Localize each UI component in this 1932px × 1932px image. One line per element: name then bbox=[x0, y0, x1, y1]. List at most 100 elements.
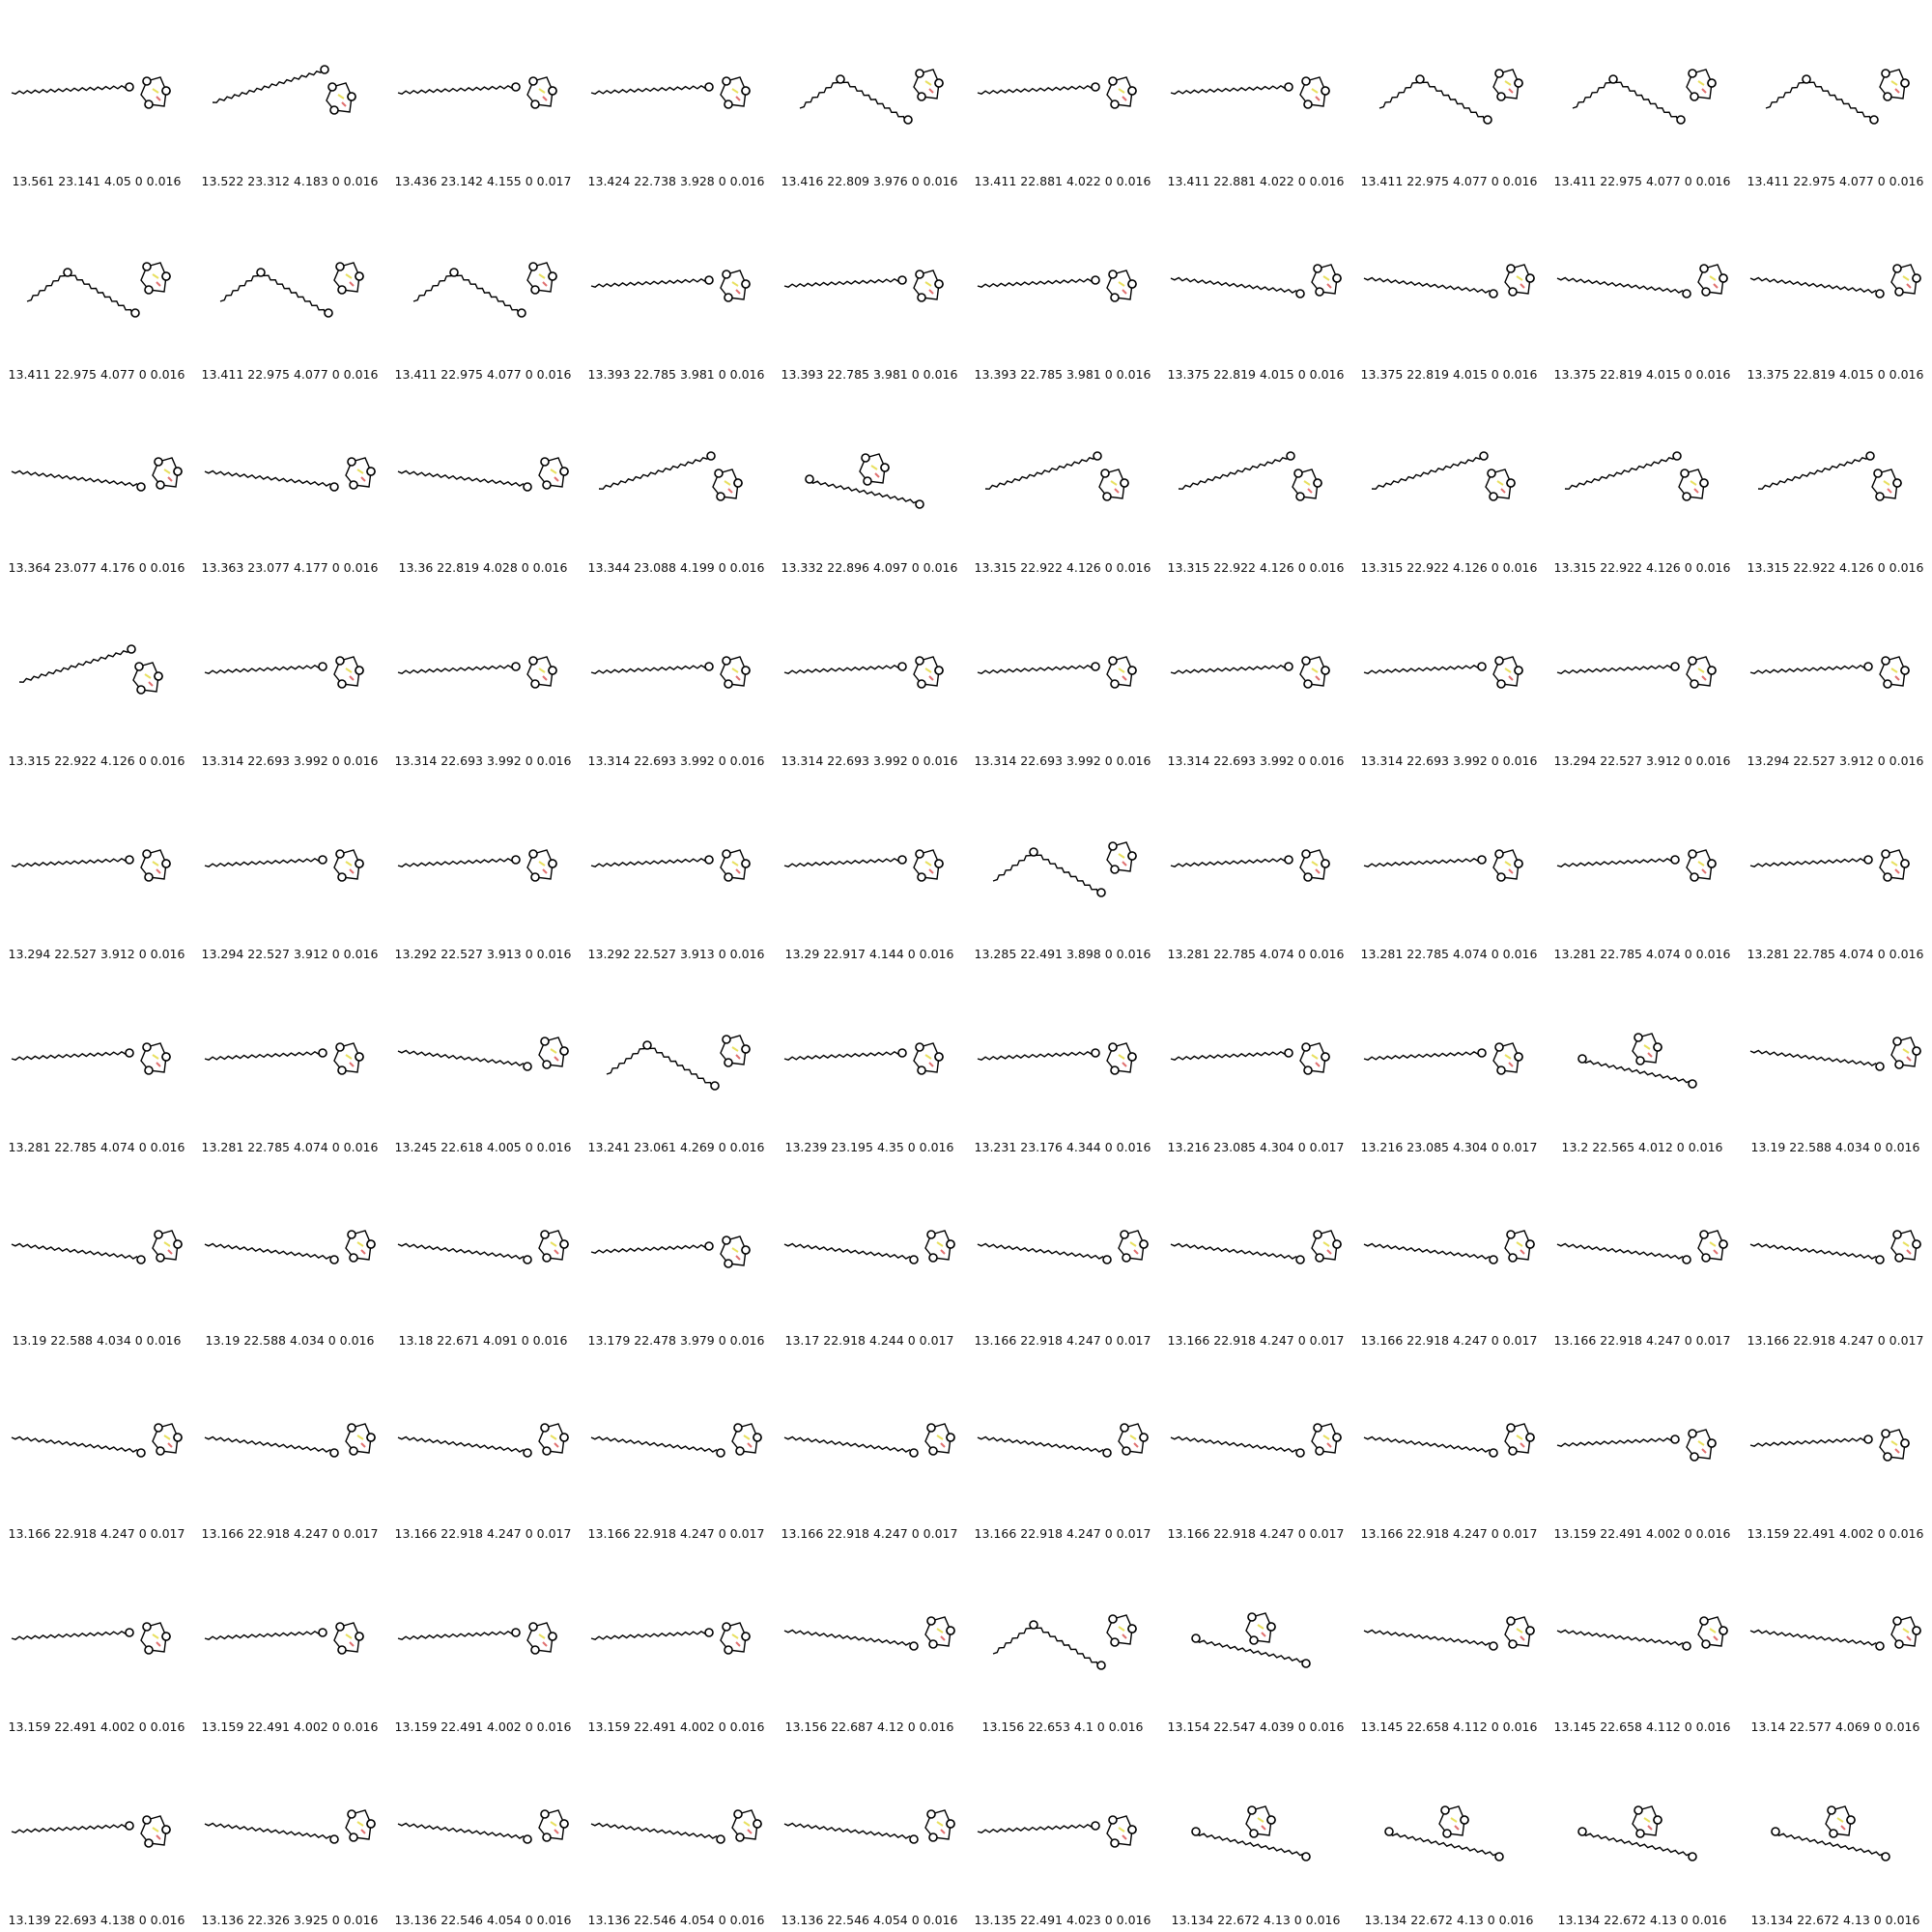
structure-drawing bbox=[397, 76, 557, 109]
structure-caption: 13.136 22.546 4.054 0 0.016 bbox=[587, 1913, 765, 1927]
loop-node bbox=[897, 1048, 907, 1058]
structure-cell: 13.18 22.671 4.091 0 0.016 bbox=[386, 1159, 580, 1352]
loop-node bbox=[722, 1622, 731, 1632]
loop-node bbox=[946, 1239, 955, 1249]
hairpin-cluster bbox=[720, 76, 747, 107]
structure-cell: 13.561 23.141 4.05 0 0.016 bbox=[0, 0, 193, 193]
loop-node bbox=[548, 86, 557, 96]
loop-node bbox=[1894, 1060, 1904, 1069]
hairpin-cluster bbox=[1890, 1616, 1918, 1647]
loop-node bbox=[130, 308, 140, 318]
loop-node bbox=[355, 859, 364, 868]
structure-drawing bbox=[992, 841, 1137, 897]
loop-node bbox=[1091, 275, 1100, 285]
backbone-strand bbox=[783, 1050, 899, 1061]
structure-caption: 13.134 22.672 4.13 0 0.016 bbox=[1171, 1913, 1341, 1927]
loop-node bbox=[1102, 1255, 1112, 1264]
hairpin-cluster bbox=[1106, 76, 1133, 107]
loop-node bbox=[1303, 872, 1313, 882]
hairpin-cluster bbox=[1890, 1037, 1918, 1067]
hairpin-cluster bbox=[526, 656, 554, 687]
loop-node bbox=[1295, 1448, 1305, 1458]
loop-node bbox=[1384, 1827, 1394, 1836]
backbone-strand bbox=[1556, 276, 1684, 294]
structure-cell: 13.315 22.922 4.126 0 0.016 bbox=[1352, 386, 1546, 580]
backbone-strand bbox=[1363, 857, 1479, 867]
structure-drawing bbox=[590, 849, 751, 882]
loop-node bbox=[1191, 1634, 1201, 1643]
loop-node bbox=[1139, 1433, 1149, 1442]
structure-cell: 13.332 22.896 4.097 0 0.016 bbox=[773, 386, 966, 580]
backbone-strand bbox=[992, 1623, 1034, 1655]
loop-node bbox=[880, 463, 890, 472]
loop-node bbox=[161, 271, 171, 281]
loop-node bbox=[540, 1230, 550, 1239]
loop-node bbox=[540, 1423, 550, 1433]
structure-drawing bbox=[590, 1236, 751, 1268]
structure-caption: 13.314 22.693 3.992 0 0.016 bbox=[974, 753, 1151, 768]
structure-caption: 13.314 22.693 3.992 0 0.016 bbox=[781, 753, 958, 768]
structure-caption: 13.292 22.527 3.913 0 0.016 bbox=[394, 947, 572, 961]
loop-node bbox=[836, 74, 845, 84]
structure-caption: 13.29 22.917 4.144 0 0.016 bbox=[784, 947, 954, 961]
loop-node bbox=[1100, 469, 1110, 478]
structure-drawing bbox=[1363, 1423, 1535, 1458]
loop-node bbox=[355, 271, 364, 281]
loop-node bbox=[337, 285, 347, 295]
structure-drawing bbox=[204, 1423, 376, 1458]
backbone-strand bbox=[1363, 1242, 1491, 1260]
loop-node bbox=[559, 467, 569, 476]
backbone-strand bbox=[204, 469, 331, 487]
loop-node bbox=[337, 1065, 347, 1075]
structure-cell: 13.139 22.693 4.138 0 0.016 bbox=[0, 1739, 193, 1932]
hairpin-cluster bbox=[1438, 1805, 1465, 1836]
backbone-strand bbox=[977, 664, 1093, 674]
hairpin-cluster bbox=[1504, 1616, 1531, 1647]
structure-cell: 13.315 22.922 4.126 0 0.016 bbox=[1159, 386, 1352, 580]
structure-drawing bbox=[1170, 264, 1342, 298]
loop-node bbox=[733, 478, 743, 488]
loop-node bbox=[1682, 289, 1691, 298]
loop-node bbox=[1479, 451, 1489, 461]
loop-node bbox=[1110, 865, 1120, 874]
loop-node bbox=[1883, 872, 1892, 882]
loop-node bbox=[722, 1035, 731, 1044]
structure-drawing bbox=[783, 849, 944, 882]
loop-node bbox=[733, 1809, 743, 1819]
loop-node bbox=[928, 1833, 938, 1842]
loop-node bbox=[161, 1632, 171, 1641]
structure-drawing bbox=[1170, 76, 1330, 109]
loop-node bbox=[909, 1448, 919, 1458]
structure-cell: 13.166 22.918 4.247 0 0.017 bbox=[1159, 1352, 1352, 1546]
structure-caption: 13.166 22.918 4.247 0 0.017 bbox=[587, 1526, 765, 1541]
structure-drawing bbox=[1384, 1805, 1504, 1861]
loop-node bbox=[1301, 849, 1311, 859]
structure-caption: 13.159 22.491 4.002 0 0.016 bbox=[201, 1719, 379, 1734]
loop-node bbox=[934, 1052, 944, 1062]
loop-node bbox=[548, 271, 557, 281]
loop-node bbox=[125, 1048, 134, 1058]
backbone-strand bbox=[397, 1822, 525, 1839]
loop-node bbox=[897, 855, 907, 865]
structure-caption: 13.159 22.491 4.002 0 0.016 bbox=[1553, 1526, 1731, 1541]
structure-drawing bbox=[783, 1230, 955, 1264]
structure-cell: 13.375 22.819 4.015 0 0.016 bbox=[1159, 193, 1352, 386]
hairpin-cluster bbox=[152, 457, 179, 488]
hairpin-cluster bbox=[720, 270, 747, 300]
loop-node bbox=[1110, 1838, 1120, 1848]
loop-node bbox=[928, 1639, 938, 1649]
loop-node bbox=[1707, 859, 1717, 868]
loop-node bbox=[1091, 662, 1100, 671]
loop-node bbox=[1029, 847, 1038, 857]
loop-node bbox=[528, 1622, 538, 1632]
structure-caption: 13.166 22.918 4.247 0 0.017 bbox=[1747, 1333, 1924, 1348]
loop-node bbox=[1892, 1616, 1902, 1626]
loop-node bbox=[1707, 666, 1717, 675]
structure-caption: 13.19 22.588 4.034 0 0.016 bbox=[205, 1333, 375, 1348]
structure-drawing bbox=[977, 1230, 1149, 1264]
hairpin-cluster bbox=[1697, 264, 1724, 295]
loop-node bbox=[1191, 1827, 1201, 1836]
backbone-strand bbox=[646, 1044, 713, 1088]
backbone-strand bbox=[783, 1242, 911, 1260]
loop-node bbox=[1477, 855, 1487, 865]
